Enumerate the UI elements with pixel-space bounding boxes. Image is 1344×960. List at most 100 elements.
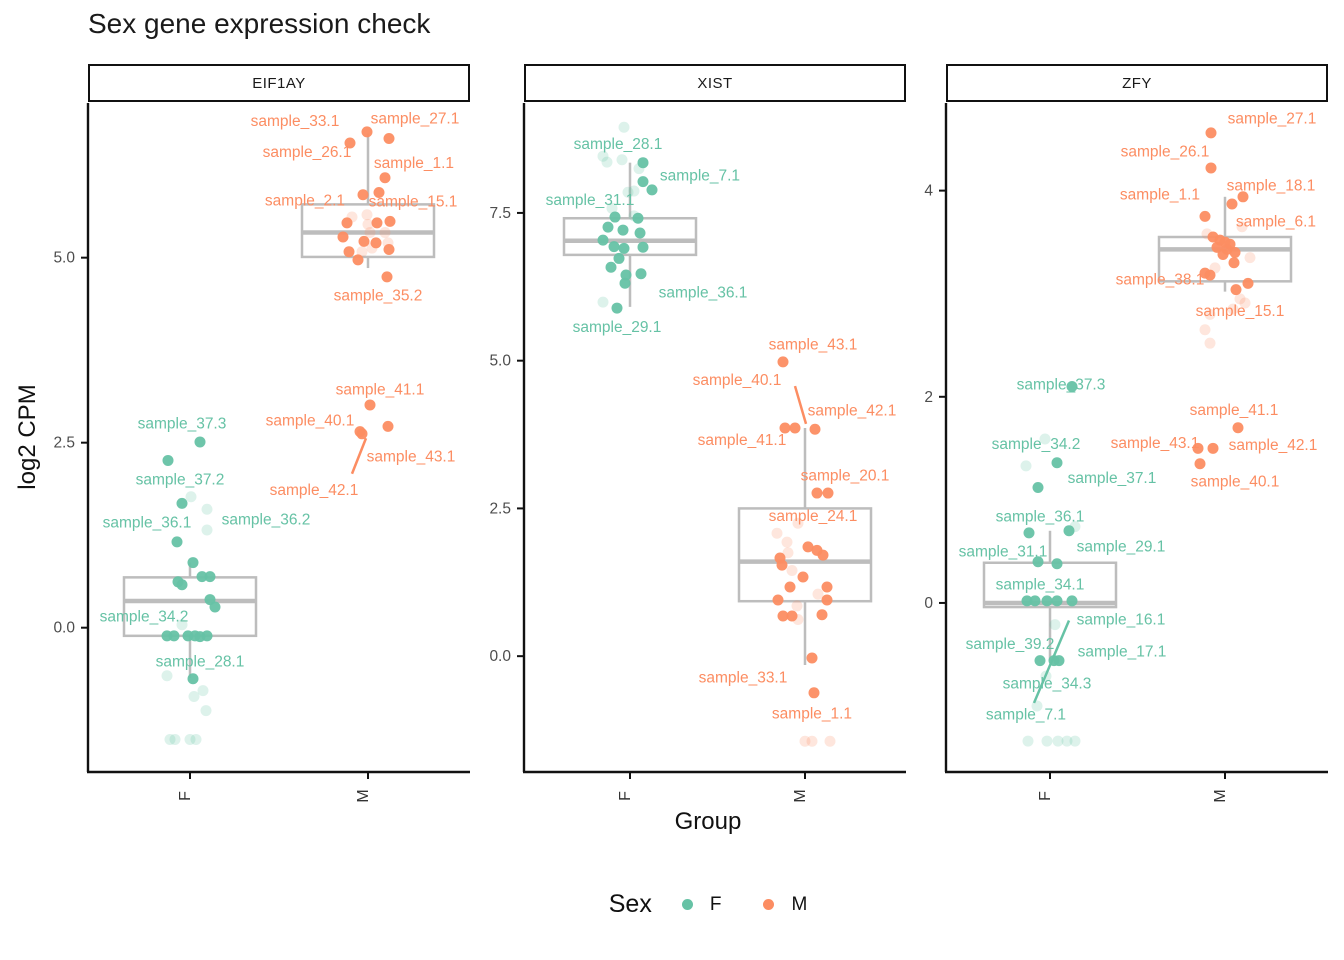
- data-point-F: [613, 252, 625, 264]
- sample-label: sample_28.1: [156, 654, 245, 671]
- data-point-F: [194, 436, 206, 448]
- data-point-F: [1034, 655, 1046, 667]
- box-M: [737, 507, 873, 603]
- data-point-F: [1063, 525, 1075, 537]
- data-point-M: [1226, 198, 1238, 210]
- legend-dot-F: [681, 899, 693, 910]
- data-point-faded-M: [1204, 308, 1216, 320]
- data-point-faded-F: [185, 491, 197, 503]
- data-point-faded-F: [616, 154, 628, 166]
- sample-label: sample_40.1: [1191, 473, 1280, 490]
- legend-entry-F: F: [681, 894, 721, 916]
- sample-label: sample_28.1: [574, 136, 663, 153]
- data-point-M: [357, 189, 369, 201]
- data-point-M: [352, 254, 364, 266]
- data-point-M: [1211, 241, 1223, 253]
- sample-label: sample_29.1: [573, 319, 662, 336]
- sample-label: sample_36.1: [996, 508, 1085, 525]
- data-point-M: [1230, 284, 1242, 296]
- sample-label: sample_31.1: [546, 192, 635, 209]
- data-point-faded-M: [1244, 252, 1256, 264]
- data-point-F: [1032, 556, 1044, 568]
- data-point-faded-F: [618, 121, 630, 133]
- sample-label: sample_2.1: [265, 193, 345, 210]
- data-point-M: [1242, 277, 1254, 289]
- data-point-faded-F: [628, 185, 640, 197]
- data-point-M: [776, 559, 788, 571]
- sample-label: sample_31.1: [959, 543, 1048, 560]
- data-point-F: [1021, 595, 1033, 607]
- data-point-faded-M: [799, 735, 811, 747]
- data-point-faded-M: [782, 547, 794, 559]
- data-point-M: [1192, 442, 1204, 454]
- data-point-faded-F: [597, 150, 609, 162]
- panel-XIST: sample_28.1 sample_7.1 sample_31.1 sample_3…: [489, 103, 906, 803]
- data-point-faded-M: [362, 218, 374, 230]
- data-point-F: [632, 212, 644, 224]
- data-point-M: [779, 422, 791, 434]
- sample-label: sample_37.2: [136, 472, 225, 489]
- y-tick-label: 7.5: [489, 205, 511, 222]
- data-point-F: [176, 497, 188, 509]
- data-point-M: [809, 423, 821, 435]
- legend-label-M: M: [791, 893, 808, 915]
- data-point-M: [772, 594, 784, 606]
- data-point-faded-F: [169, 733, 181, 745]
- data-point-M: [379, 172, 391, 184]
- data-point-F: [162, 454, 174, 466]
- sample-label: sample_35.2: [334, 287, 423, 304]
- data-point-faded-M: [771, 527, 783, 539]
- data-point-M: [364, 399, 376, 411]
- x-tick-label: M: [1212, 789, 1229, 802]
- data-point-F: [609, 211, 621, 223]
- data-point-F: [187, 557, 199, 569]
- data-point-F: [637, 157, 649, 169]
- data-point-faded-F: [1052, 735, 1064, 747]
- sample-label: sample_1.1: [1120, 187, 1200, 204]
- sample-label: sample_37.3: [1017, 376, 1106, 393]
- data-point-M: [822, 487, 834, 499]
- data-point-M: [817, 549, 829, 561]
- data-point-faded-F: [201, 524, 213, 536]
- sample-label: sample_18.1: [1227, 177, 1316, 194]
- sample-label: sample_15.1: [1196, 303, 1285, 320]
- data-point-F: [209, 601, 221, 613]
- data-point-F: [637, 241, 649, 253]
- data-point-F: [646, 184, 658, 196]
- data-point-faded-M: [781, 536, 793, 548]
- sample-label: sample_20.1: [801, 467, 890, 484]
- box-F: [122, 576, 258, 638]
- data-point-F: [1041, 595, 1053, 607]
- data-point-M: [381, 271, 393, 283]
- sample-label: sample_43.1: [367, 449, 456, 466]
- x-tick-label: M: [355, 789, 372, 802]
- sample-label: sample_41.1: [1190, 402, 1279, 419]
- data-point-M: [821, 581, 833, 593]
- data-point-F: [1051, 457, 1063, 469]
- data-point-faded-F: [1049, 619, 1061, 631]
- sample-label: sample_41.1: [336, 381, 425, 398]
- data-point-M: [786, 610, 798, 622]
- data-point-F: [1023, 527, 1035, 539]
- data-point-M: [354, 426, 366, 438]
- data-point-M: [1204, 269, 1216, 281]
- data-point-faded-M: [379, 227, 391, 239]
- sample-label: sample_27.1: [371, 111, 460, 128]
- sample-label: sample_36.1: [103, 515, 192, 532]
- data-point-F: [605, 261, 617, 273]
- data-point-faded-M: [786, 564, 798, 576]
- data-point-faded-F: [1041, 735, 1053, 747]
- x-tick-label: M: [792, 789, 809, 802]
- data-point-faded-F: [622, 186, 634, 198]
- data-point-M: [1207, 442, 1219, 454]
- facet-strip-XIST: XIST: [524, 64, 906, 102]
- data-point-F: [1032, 481, 1044, 493]
- y-tick-label: 2.5: [489, 500, 511, 517]
- data-point-M: [341, 217, 353, 229]
- data-point-faded-F: [1031, 700, 1043, 712]
- data-point-M: [789, 422, 801, 434]
- x-axis-title: Group: [674, 808, 742, 835]
- sample-label: sample_7.1: [986, 706, 1066, 723]
- data-point-F: [635, 268, 647, 280]
